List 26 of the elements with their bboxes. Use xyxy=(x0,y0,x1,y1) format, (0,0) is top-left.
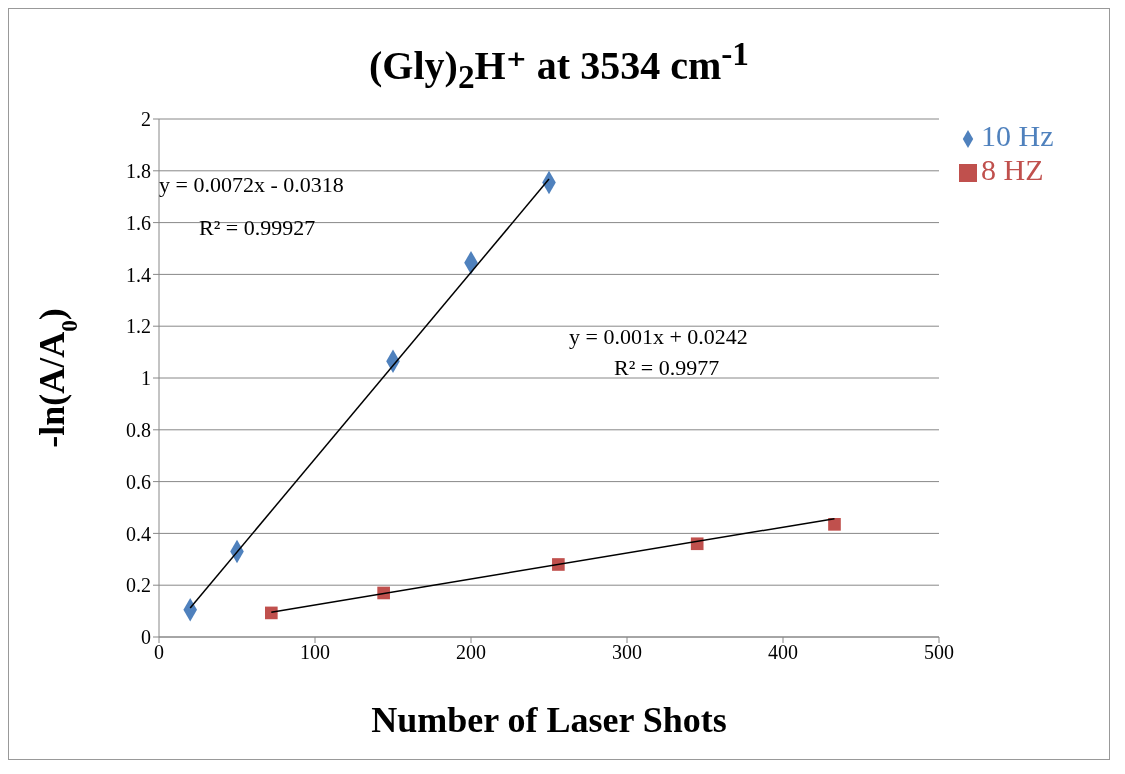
annotation: R² = 0.99927 xyxy=(199,215,316,241)
y-tick-label: 0 xyxy=(141,626,151,649)
annotation: R² = 0.9977 xyxy=(614,355,720,381)
x-tick-label: 500 xyxy=(924,641,954,664)
annotation: y = 0.001x + 0.0242 xyxy=(569,324,748,350)
x-tick-label: 400 xyxy=(768,641,798,664)
x-tick-label: 300 xyxy=(612,641,642,664)
point xyxy=(828,518,841,531)
y-tick-label: 1 xyxy=(141,367,151,390)
y-tick-label: 2 xyxy=(141,108,151,131)
y-tick-label: 0.2 xyxy=(126,574,151,597)
legend-label: 8 HZ xyxy=(981,153,1044,186)
y-tick-label: 0.6 xyxy=(126,470,151,493)
y-tick-label: 1.4 xyxy=(126,263,151,286)
x-axis-title: Number of Laser Shots xyxy=(371,700,727,740)
y-tick-label: 0.4 xyxy=(126,522,151,545)
y-tick-label: 1.2 xyxy=(126,315,151,338)
y-tick-label: 0.8 xyxy=(126,418,151,441)
x-tick-label: 100 xyxy=(300,641,330,664)
y-tick-label: 1.8 xyxy=(126,159,151,182)
y-tick-label: 1.6 xyxy=(126,211,151,234)
annotation: y = 0.0072x - 0.0318 xyxy=(159,172,344,198)
x-tick-label: 200 xyxy=(456,641,486,664)
point xyxy=(265,606,278,620)
legend-label: 10 Hz xyxy=(981,119,1054,152)
chart-title: (Gly)$_{2}$H⁺ at 3534 cm$^{-1}$ xyxy=(368,34,750,98)
